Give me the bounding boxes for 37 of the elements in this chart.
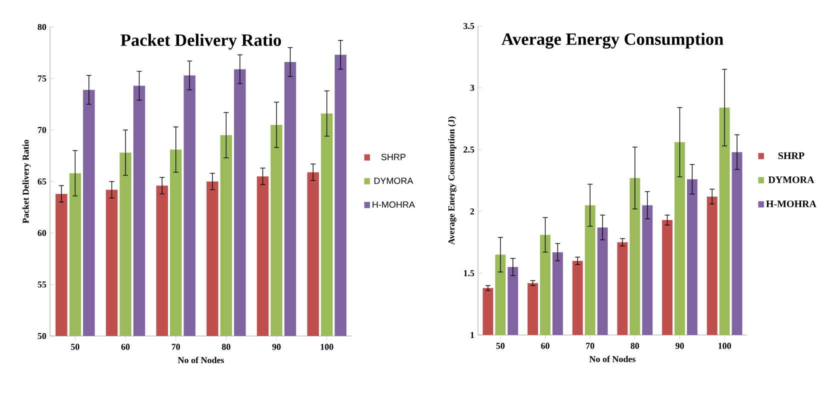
x-tick-label: 60 <box>541 342 550 349</box>
y-tick-label: 1 <box>470 332 474 338</box>
x-tick-label: 80 <box>222 344 230 350</box>
legend-label: SHRP <box>778 152 804 160</box>
y-tick-label: 60 <box>38 230 46 236</box>
y-tick-label: 75 <box>38 76 46 82</box>
x-tick-label: 70 <box>172 344 180 350</box>
y-axis-title: Average Energy Consumption (J) <box>448 116 456 245</box>
y-tick-label: 3.5 <box>464 22 474 30</box>
y-axis-title: Packet Delivery Ratio <box>22 140 31 224</box>
y-tick-label: 70 <box>38 126 46 134</box>
legend-label: DYMORA <box>374 178 414 184</box>
y-tick-label: 3 <box>470 84 474 91</box>
x-tick-label: 90 <box>676 342 684 349</box>
y-tick-label: 2 <box>470 208 474 214</box>
legend-label: H-MOHRA <box>766 200 816 208</box>
y-tick-label: 1.5 <box>464 270 474 276</box>
y-tick-label: 65 <box>38 178 46 185</box>
x-tick-label: 50 <box>71 344 80 350</box>
x-tick-label: 100 <box>718 342 731 349</box>
y-tick-label: 55 <box>38 282 46 288</box>
legend-label: SHRP <box>381 154 406 160</box>
y-tick-label: 50 <box>38 332 46 340</box>
chart-title: Packet Delivery Ratio <box>120 34 281 50</box>
x-axis-title: No of Nodes <box>589 356 636 362</box>
x-tick-label: 90 <box>272 344 281 350</box>
legend-label: DYMORA <box>768 176 814 184</box>
x-tick-label: 60 <box>121 344 130 350</box>
chart-title: Average Energy Consumption <box>501 32 724 49</box>
x-tick-label: 70 <box>586 342 594 349</box>
legend-label: H-MOHRA <box>372 201 415 208</box>
y-tick-label: 80 <box>38 24 46 30</box>
x-tick-label: 100 <box>320 344 334 350</box>
x-tick-label: 80 <box>630 342 640 349</box>
x-axis-title: No of Nodes <box>178 356 224 364</box>
x-tick-label: 50 <box>496 342 505 349</box>
y-tick-label: 2.5 <box>464 146 474 153</box>
